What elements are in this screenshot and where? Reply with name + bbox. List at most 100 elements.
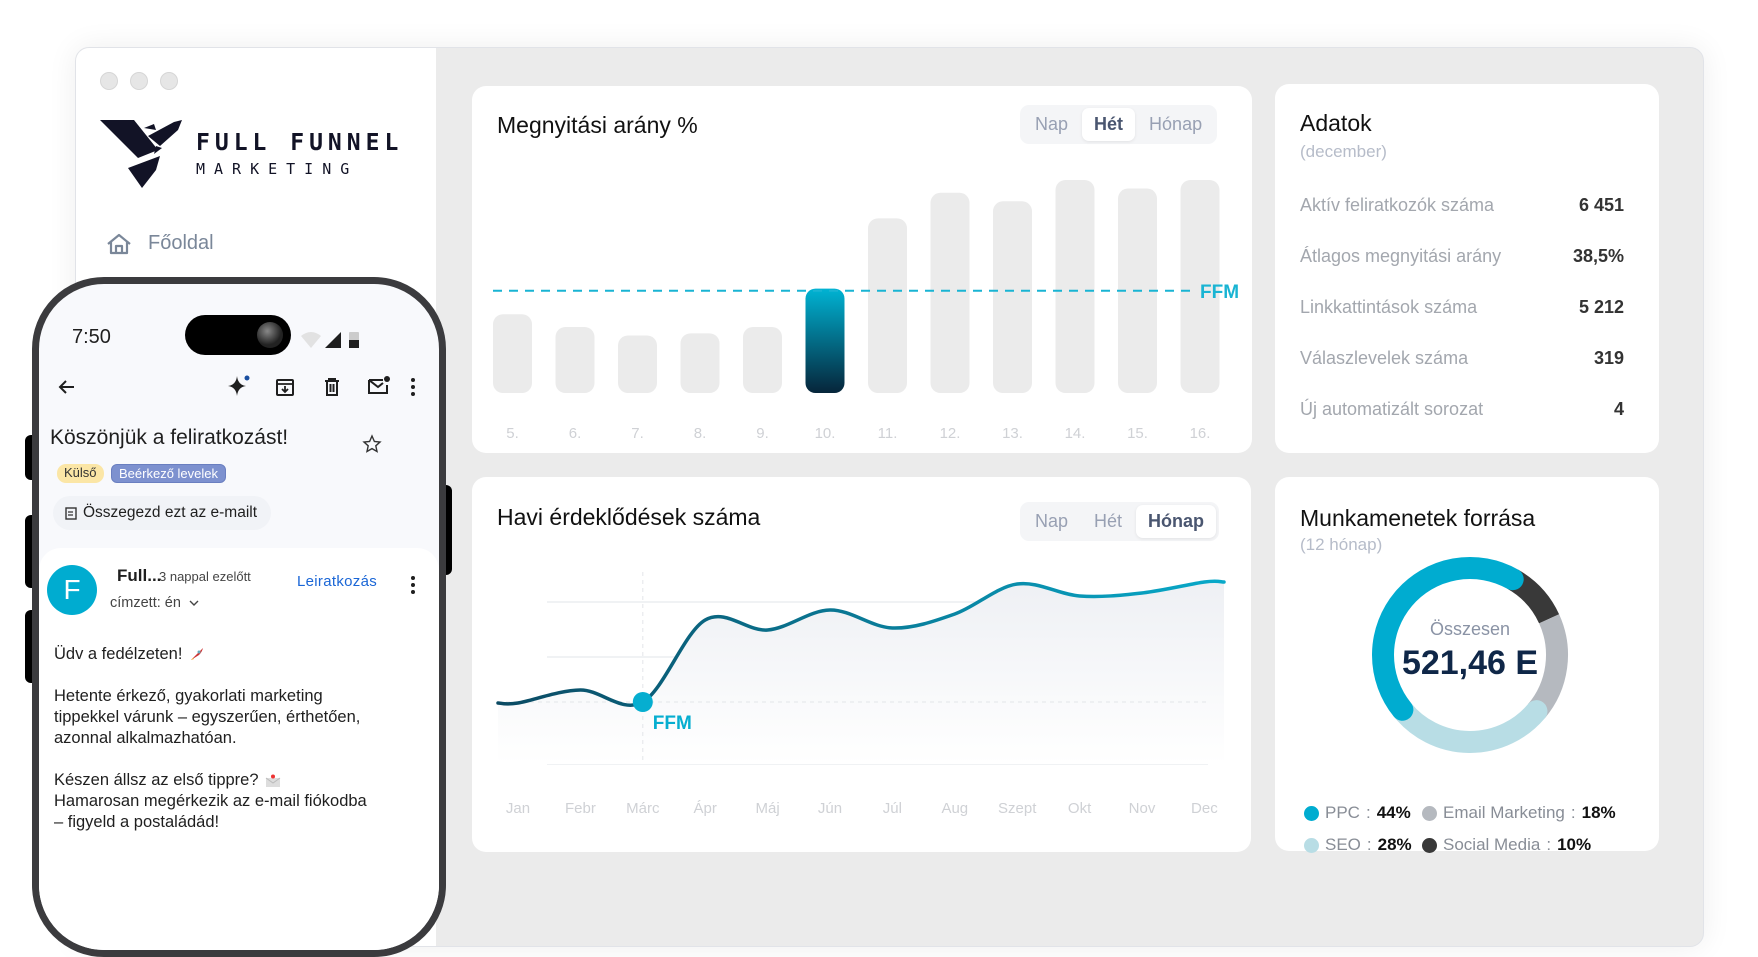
series-line: [496, 579, 1226, 707]
home-icon: [107, 233, 131, 254]
stats-card: Adatok (december) Aktív feliratkozók szá…: [1275, 84, 1659, 453]
toggle-nap[interactable]: Nap: [1035, 511, 1069, 531]
stat-row: Új automatizált sorozat 4: [1300, 399, 1624, 420]
bar: [930, 192, 970, 393]
x-tick-label: Dec: [1191, 800, 1218, 817]
marker-label: FFM: [653, 713, 692, 734]
body-line: tippekkel várunk – egyszerűen, érthetően…: [54, 708, 361, 726]
more-options-icon[interactable]: [409, 376, 417, 398]
stat-row: Válaszlevelek száma 319: [1300, 348, 1624, 369]
x-tick-label: 13.: [1002, 425, 1023, 442]
body-text: Készen állsz az első tippre?: [54, 771, 259, 789]
legend-value: 44%: [1376, 803, 1411, 822]
unsubscribe-link[interactable]: Leiratkozás: [297, 573, 378, 590]
bar-chart: 5. 6. 7. 8. 9. 10. 11. 12. 13. 14. 15. 16. FFM: [493, 180, 1239, 442]
donut-slice-email-marketing: [1527, 614, 1568, 719]
stat-label: Új automatizált sorozat: [1300, 399, 1484, 419]
stat-label: Aktív feliratkozók száma: [1300, 195, 1495, 215]
x-tick-label: Nov: [1129, 800, 1156, 817]
legend-name: PPC: [1325, 803, 1360, 822]
donut-chart: [1372, 557, 1568, 753]
message-more-icon[interactable]: [409, 574, 417, 596]
period-toggle: Nap Hét Hónap: [1020, 105, 1218, 144]
bar: [680, 333, 720, 393]
x-tick-label: 10.: [815, 425, 836, 442]
donut-slice-seo: [1391, 698, 1548, 753]
recipient-label: címzett: én: [110, 595, 181, 611]
gemini-sparkle-icon[interactable]: [227, 374, 251, 398]
body-line: Hetente érkező, gyakorlati marketing: [54, 687, 323, 705]
legend-name: SEO: [1325, 835, 1361, 854]
archive-icon[interactable]: [275, 377, 295, 397]
bar: [743, 326, 782, 393]
rocket-emoji-icon: [191, 647, 204, 660]
avatar: F: [47, 565, 97, 615]
x-tick-label: 8.: [694, 425, 707, 442]
x-tick-label: 12.: [940, 425, 961, 442]
summarize-icon: [65, 507, 77, 520]
area-fill: [498, 581, 1224, 764]
reference-label: FFM: [1200, 282, 1239, 303]
x-tick-label: Jún: [818, 800, 842, 817]
mark-unread-icon[interactable]: [367, 375, 391, 397]
toggle-honap[interactable]: Hónap: [1149, 114, 1203, 134]
legend-value: 28%: [1377, 835, 1412, 854]
toggle-honap[interactable]: Hónap: [1136, 505, 1217, 538]
summarize-email-button[interactable]: Összegezd ezt az e-mailt: [53, 496, 272, 530]
sidebar-item-label: Főoldal: [148, 232, 214, 254]
card-title: Havi érdeklődések száma: [497, 504, 761, 530]
x-tick-label: 14.: [1065, 425, 1086, 442]
x-tick-label: 9.: [756, 425, 769, 442]
chevron-down-icon: [189, 600, 199, 606]
legend-value: 10%: [1557, 835, 1592, 854]
email-subject: Köszönjük a feliratkozást!: [50, 426, 289, 449]
window-close-button[interactable]: [100, 72, 118, 90]
summarize-label: Összegezd ezt az e-mailt: [83, 504, 258, 521]
stat-label: Átlagos megnyitási arány: [1300, 246, 1502, 266]
body-text: Üdv a fedélzeten!: [54, 645, 183, 663]
stat-label: Válaszlevelek száma: [1300, 348, 1469, 368]
x-tick-label: Febr: [565, 800, 596, 817]
bar: [555, 326, 595, 393]
stat-row: Átlagos megnyitási arány 38,5%: [1300, 246, 1624, 267]
status-time: 7:50: [72, 326, 111, 348]
x-tick-label: Szept: [998, 800, 1037, 817]
toggle-het[interactable]: Hét: [1082, 108, 1136, 141]
toggle-het[interactable]: Hét: [1094, 511, 1123, 531]
bar: [618, 335, 657, 393]
label-badge-inbox[interactable]: Beérkező levelek: [111, 464, 226, 483]
x-tick-label: 11.: [878, 425, 898, 442]
legend-name: Social Media: [1443, 835, 1541, 854]
period-toggle: Nap Hét Hónap: [1020, 502, 1220, 541]
legend-swatch: [1304, 805, 1319, 821]
recipient-toggle[interactable]: címzett: én: [110, 595, 199, 611]
status-icons: [301, 332, 359, 348]
stat-value: 6 451: [1578, 195, 1624, 215]
legend-name: Email Marketing: [1443, 803, 1565, 822]
stat-value: 4: [1613, 399, 1624, 419]
label-badge-external[interactable]: Külső: [57, 464, 104, 483]
marker-point: [632, 692, 653, 712]
body-line: Üdv a fedélzeten!: [54, 644, 204, 665]
trash-icon[interactable]: [322, 377, 342, 397]
x-tick-label: 15.: [1127, 425, 1148, 442]
x-tick-label: 7.: [631, 425, 644, 442]
phone-mockup: 7:50 Köszönjük a feliratkozást! Külső Be…: [32, 277, 446, 957]
sender-name[interactable]: Full...: [117, 566, 162, 585]
logo-subtext: MARKETING: [196, 160, 359, 178]
back-arrow-icon[interactable]: [57, 377, 77, 397]
bar: [1180, 180, 1220, 393]
sidebar-item-home[interactable]: Főoldal: [106, 232, 214, 255]
body-line: azonnal alkalmazhatóan.: [54, 729, 237, 747]
star-icon[interactable]: [362, 434, 382, 454]
x-tick-label: Márc: [626, 800, 660, 817]
donut-slice-ppc: [1372, 557, 1524, 721]
window-maximize-button[interactable]: [160, 72, 178, 90]
card-title: Adatok: [1300, 110, 1372, 136]
toggle-nap[interactable]: Nap: [1035, 114, 1069, 134]
open-rate-card: Megnyitási arány % Nap Hét Hónap 5. 6. 7. 8…: [472, 86, 1252, 453]
bar: [805, 288, 845, 393]
window-minimize-button[interactable]: [130, 72, 148, 90]
x-tick-label: Ápr: [694, 800, 717, 817]
legend-value: 18%: [1581, 803, 1616, 822]
